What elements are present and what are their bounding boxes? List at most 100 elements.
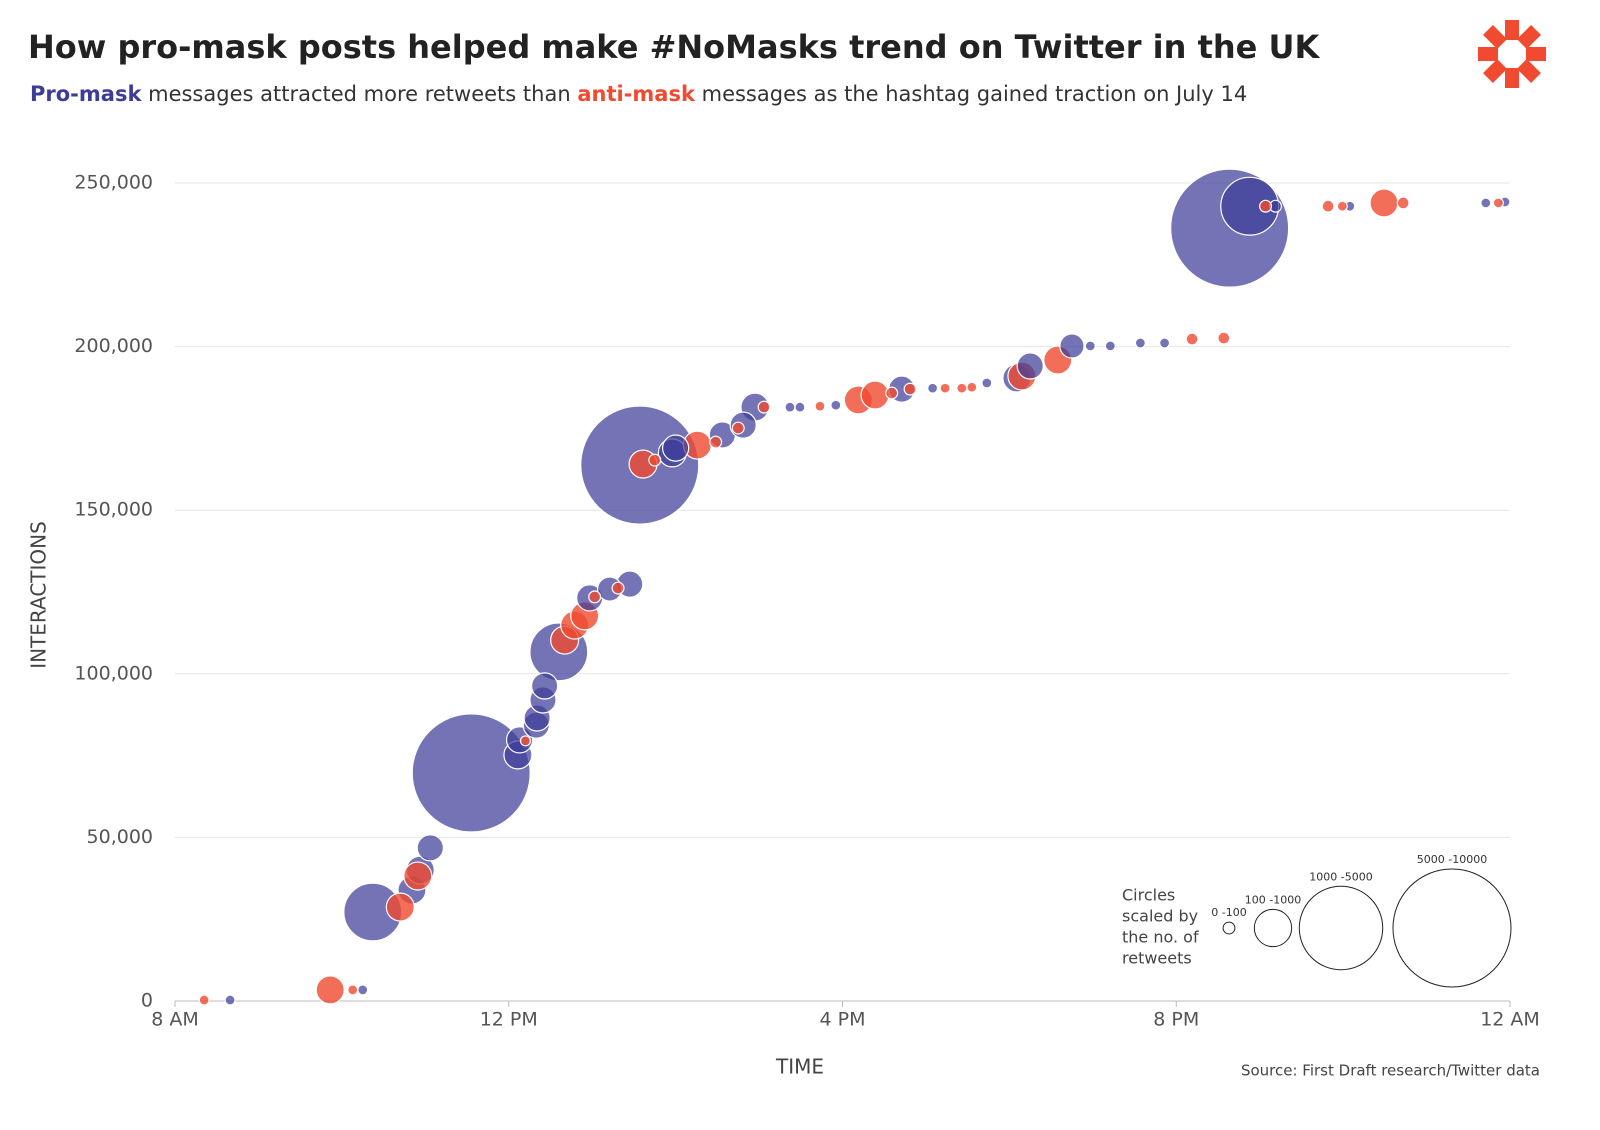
bubble [1084,340,1096,352]
bubble [830,399,842,411]
bubble [661,434,690,462]
size-legend-label: 100 -1000 [1245,893,1301,906]
bubble [709,435,723,449]
bubble [522,711,550,739]
bubble [1043,345,1073,375]
bubble [616,570,644,598]
bubble [1499,196,1511,208]
bubble [1492,197,1504,209]
bubble [403,861,433,891]
bubble [503,740,533,770]
subtitle-text: messages as the hashtag gained traction … [701,82,1248,106]
bubble [628,449,658,479]
bubble [1396,196,1410,210]
x-axis-title: TIME [775,1055,824,1079]
y-tick-label: 200,000 [74,335,153,357]
size-legend-label: 1000 -5000 [1309,870,1372,883]
bubble [357,984,369,996]
y-tick-label: 150,000 [74,499,153,521]
bubble [956,382,968,394]
bubble [224,994,236,1006]
bubble [385,892,415,922]
size-legend-circle [1222,921,1236,935]
bubble [343,882,403,942]
bubble [1170,168,1290,288]
bubble [1159,337,1171,349]
bubble [1269,199,1283,213]
size-legend-title: scaled by [1122,907,1198,926]
x-tick-label: 8 AM [151,1009,199,1031]
size-legend-title: Circles [1122,886,1175,905]
logo [1478,20,1546,88]
bubble [588,590,602,604]
bubble [397,875,427,905]
x-tick-label: 8 PM [1153,1009,1199,1031]
bubble [927,382,939,394]
bubble [1259,199,1273,213]
bubble [860,380,890,410]
bubble [411,713,531,833]
size-legend-title: retweets [1122,949,1192,968]
bubble [1185,332,1199,346]
bubble [729,411,757,439]
bubble [505,726,534,754]
y-tick-label: 250,000 [74,172,153,194]
bubble [347,984,359,996]
y-tick-label: 100,000 [74,662,153,684]
bubble [523,704,551,732]
bubble [1002,363,1032,393]
bubble [981,377,993,389]
bubble [885,386,899,400]
bubble [814,400,826,412]
bubble [1321,199,1335,213]
bubble [519,735,531,747]
bubble [611,581,625,595]
bubble [1480,197,1492,209]
bubble [1336,200,1348,212]
bubble [1059,333,1085,359]
bubble [757,400,771,414]
bubble [560,610,590,640]
y-axis-title: INTERACTIONS [27,521,51,669]
bubble [794,401,806,413]
bubble [530,672,559,700]
legend-entry: Pro-mask [30,82,142,106]
bubble [1220,176,1280,236]
bubble [708,421,737,449]
bubble [1344,200,1356,212]
size-legend-label: 0 -100 [1211,906,1246,919]
bubble [416,834,444,862]
x-tick-label: 12 AM [1480,1009,1540,1031]
bubble [576,584,604,612]
size-legend-circle [1392,868,1512,988]
bubble [1104,340,1116,352]
subtitle-text: messages attracted more retweets than [148,82,571,106]
bubble [682,430,712,460]
bubble [939,382,951,394]
y-tick-label: 50,000 [87,826,153,848]
bubble [1369,188,1399,218]
size-legend-circle [1253,908,1293,948]
chart-title: How pro-mask posts helped make #NoMasks … [28,28,1320,66]
bubble [966,381,978,393]
size-legend-title: the no. of [1122,928,1199,947]
bubble [580,405,700,525]
x-tick-label: 4 PM [820,1009,866,1031]
chart-subtitle: Pro-mask messages attracted more retweet… [30,82,1247,106]
bubble [888,375,916,403]
size-legend-circle [1298,885,1384,971]
bubble [405,855,435,885]
size-legend-label: 5000 -10000 [1417,853,1487,866]
y-tick-label: 0 [141,990,153,1012]
bubble [550,625,580,655]
x-tick-label: 12 PM [480,1009,538,1031]
bubble [570,601,600,631]
bubble [198,994,210,1006]
bubble [1016,352,1044,380]
bubble [1007,361,1037,391]
bubble [529,622,589,682]
bubble [784,401,796,413]
source: Source: First Draft research/Twitter dat… [1241,1062,1540,1080]
